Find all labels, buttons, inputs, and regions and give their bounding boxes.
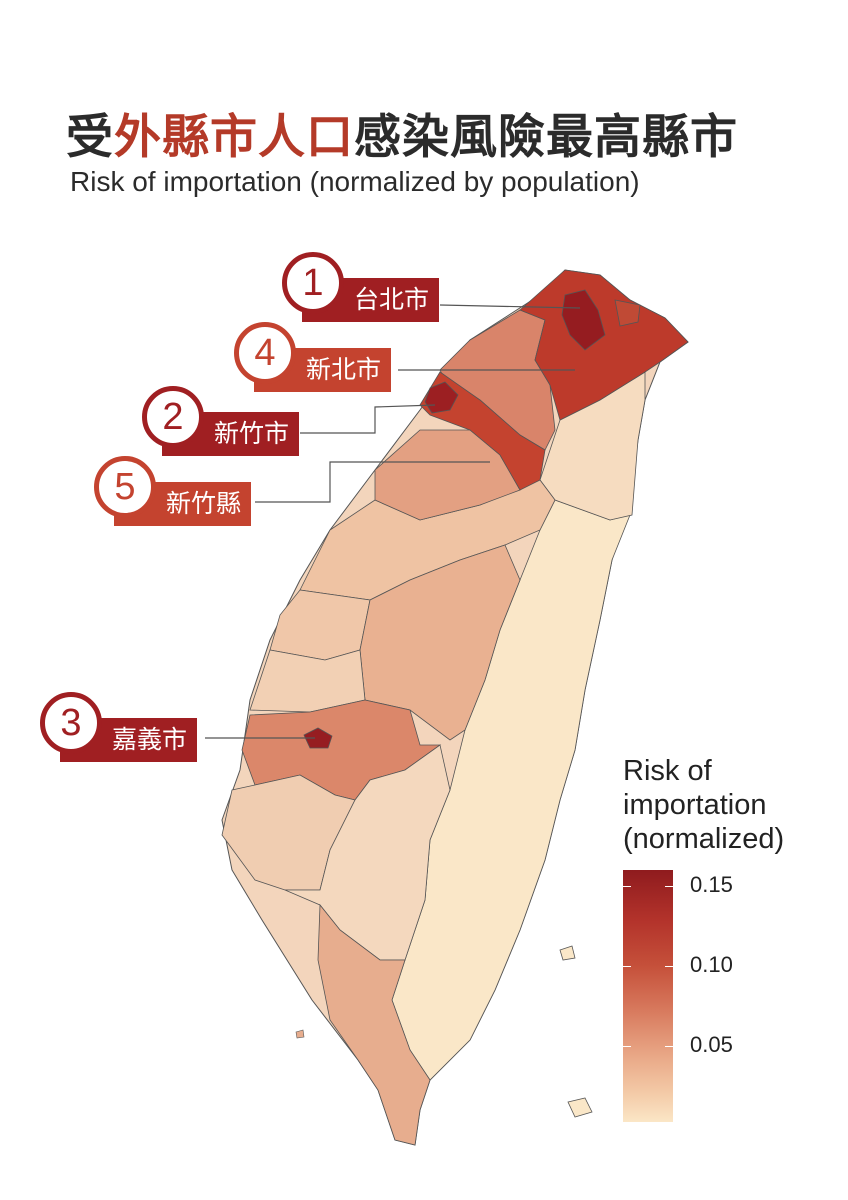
legend-title-line: Risk of [623,755,712,787]
leader-line-1 [439,304,581,309]
region-chiayi-city [303,727,333,749]
region-keelung [614,299,641,327]
legend-title-line: (normalized) [623,823,785,855]
legend-title-line: importation [623,789,767,821]
region-pingtung [317,903,431,1146]
island-green [559,945,576,961]
legend-tick-label: 0.05 [690,1032,733,1057]
leader-line-2 [300,404,436,434]
rank-number: 5 [94,456,156,518]
rank-number: 1 [282,252,344,314]
region-taipei-city [561,289,606,351]
rank-label: 新竹縣 [114,482,252,526]
rank-number: 2 [142,386,204,448]
page-title: 受外縣市人口感染風險最高縣市 [66,98,738,167]
title-post: 感染風險最高縣市 [354,110,738,165]
rank-number: 4 [234,322,296,384]
legend-tick-label: 0.15 [690,872,733,897]
island-orchid [567,1097,593,1118]
title-highlight: 外縣市人口 [114,110,354,165]
island-liuqiu [295,1029,305,1039]
title-pre: 受 [66,110,114,165]
region-changhua [269,589,371,661]
region-yunlin [249,649,366,713]
legend-color-bar [623,870,673,1122]
legend-title: Risk of importation (normalized) [623,754,784,856]
leader-line-5 [255,461,490,503]
page-subtitle: Risk of importation (normalized by popul… [70,166,640,197]
legend-tick-label: 0.10 [690,952,733,977]
rank-number: 3 [40,692,102,754]
